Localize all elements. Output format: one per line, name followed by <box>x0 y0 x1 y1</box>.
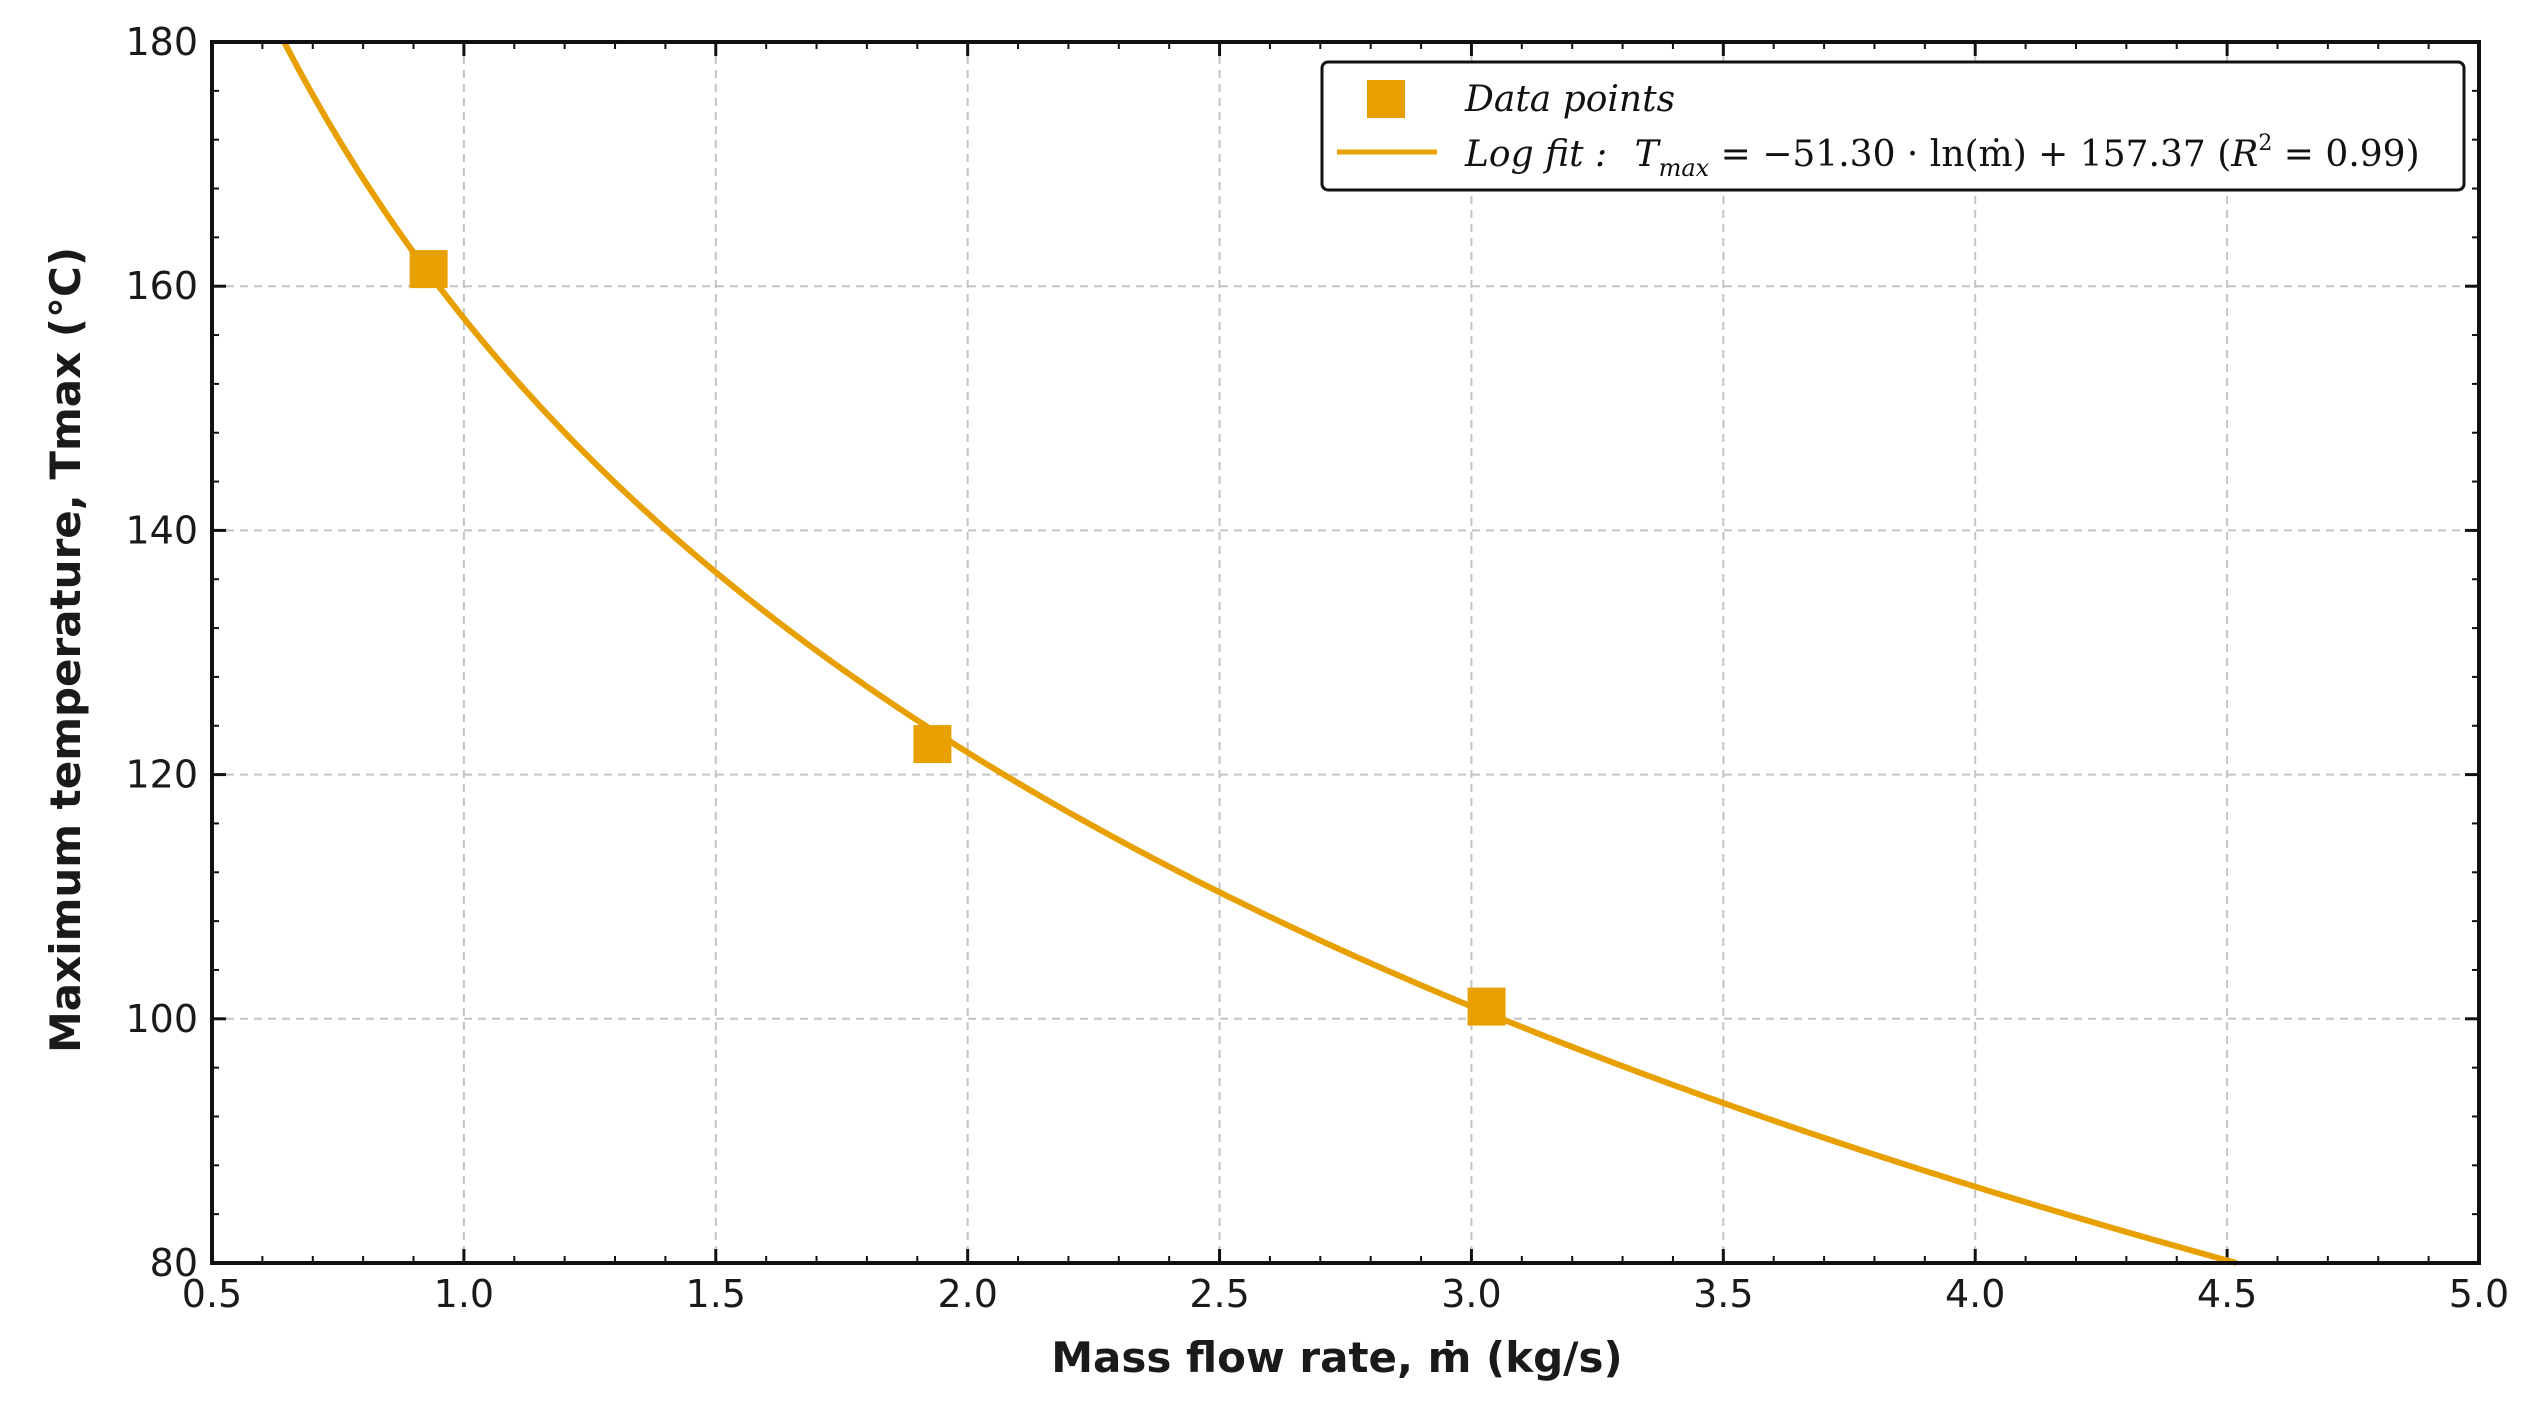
y-tick-label: 120 <box>125 753 198 797</box>
x-tick-label: 1.5 <box>686 1272 746 1316</box>
x-tick-label: 3.0 <box>1441 1272 1501 1316</box>
legend-data-points-marker <box>1367 80 1405 118</box>
x-tick-label: 4.5 <box>2197 1272 2257 1316</box>
log-fit-series <box>281 40 2238 1266</box>
x-tick-label: 0.5 <box>182 1272 242 1316</box>
x-tick-label: 1.0 <box>434 1272 494 1316</box>
data-point <box>409 250 448 289</box>
y-tick-label: 100 <box>125 997 198 1041</box>
legend: Data points Log fit : Tmax = −51.30 · ln… <box>1320 60 2466 192</box>
ticks: 0.5 1.0 1.5 2.0 2.5 3.0 3.5 4.0 4.5 5.0 80 100 120 14… <box>125 20 2509 1316</box>
y-tick-label: 140 <box>125 508 198 552</box>
x-tick-label: 4.0 <box>1945 1272 2005 1316</box>
legend-fit-name: Log fit : <box>1464 134 1607 175</box>
x-axis-title: Mass flow rate, ṁ (kg/s) <box>1051 1333 1622 1382</box>
data-point <box>913 725 952 764</box>
plot-frame <box>210 40 2481 1265</box>
x-tick-label: 5.0 <box>2449 1272 2509 1316</box>
legend-log-fit-label: Log fit : Tmax = −51.30 · ln(ṁ) + 157.37… <box>1464 131 2420 182</box>
grid <box>212 42 2479 1263</box>
y-tick-label: 160 <box>125 264 198 308</box>
legend-box <box>1320 60 2466 192</box>
y-axis-title: Maximum temperature, Tmax (°C) <box>41 247 90 1053</box>
legend-data-points-label: Data points <box>1464 79 1675 120</box>
x-tick-label: 3.5 <box>1693 1272 1753 1316</box>
data-points-series <box>409 250 1506 1026</box>
log-fit-line <box>281 40 2238 1266</box>
y-tick-label: 80 <box>150 1241 198 1285</box>
y-tick-label: 180 <box>125 20 198 64</box>
x-tick-label: 2.0 <box>937 1272 997 1316</box>
data-point <box>1467 987 1506 1026</box>
x-tick-label: 2.5 <box>1189 1272 1249 1316</box>
